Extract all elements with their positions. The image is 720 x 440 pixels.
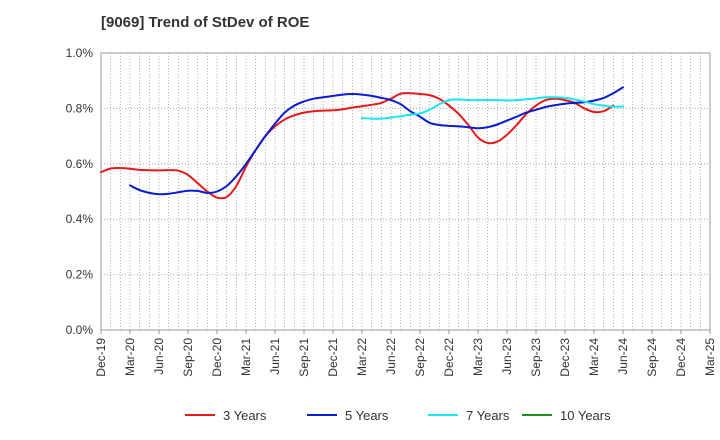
y-tick-label: 0.8% (66, 101, 94, 115)
x-tick-label: Dec-24 (674, 338, 688, 377)
legend-label: 7 Years (466, 408, 510, 423)
axis-layer: 0.0% 0.2% 0.4% 0.6% 0.8% 1.0% Dec-19 Mar-20 Jun-… (66, 46, 717, 377)
x-tick-label: Jun-23 (500, 338, 514, 375)
x-tick-label: Dec-21 (326, 338, 340, 377)
legend-label: 10 Years (560, 408, 611, 423)
legend-label: 5 Years (345, 408, 389, 423)
y-tick-label: 1.0% (66, 46, 94, 60)
x-tick-label: Jun-22 (384, 338, 398, 375)
chart-title: [9069] Trend of StDev of ROE (101, 14, 310, 31)
legend-label: 3 Years (223, 408, 267, 423)
y-tick-label: 0.2% (66, 268, 94, 282)
x-tick-label: Jun-20 (152, 338, 166, 375)
series-line-7-years (361, 96, 624, 120)
x-tick-label: Dec-20 (210, 338, 224, 377)
x-tick-label: Jun-24 (616, 338, 630, 375)
x-tick-label: Sep-23 (529, 338, 543, 377)
y-tick-label: 0.6% (66, 157, 94, 171)
legend: 3 Years 5 Years 7 Years 10 Years (185, 408, 611, 423)
x-tick-label: Mar-25 (703, 338, 717, 376)
x-tick-label: Mar-23 (471, 338, 485, 376)
x-tick-label: Sep-24 (645, 338, 659, 377)
y-tick-label: 0.0% (66, 323, 94, 337)
x-tick-label: Dec-19 (94, 338, 108, 377)
x-tick-label: Sep-22 (413, 338, 427, 377)
series-layer (100, 86, 624, 200)
x-tick-label: Sep-21 (297, 338, 311, 377)
series-line-5-years (129, 86, 624, 196)
x-tick-label: Mar-20 (123, 338, 137, 376)
x-tick-label: Mar-22 (355, 338, 369, 376)
plot-border (100, 52, 711, 331)
x-tick-label: Jun-21 (268, 338, 282, 375)
y-tick-label: 0.4% (66, 212, 94, 226)
x-tick-label: Mar-21 (239, 338, 253, 376)
x-tick-label: Sep-20 (181, 338, 195, 377)
x-tick-label: Mar-24 (587, 338, 601, 376)
x-tick-label: Dec-23 (558, 338, 572, 377)
x-tick-label: Dec-22 (442, 338, 456, 377)
